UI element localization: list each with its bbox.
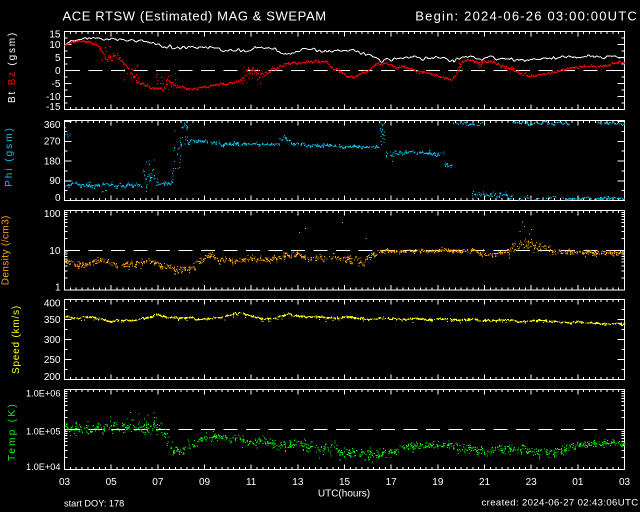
- svg-text:03: 03: [619, 477, 631, 488]
- svg-text:1: 1: [55, 282, 61, 293]
- svg-text:Temp (K): Temp (K): [7, 402, 18, 461]
- svg-text:Phi (gsm): Phi (gsm): [4, 126, 15, 187]
- svg-text:10: 10: [49, 40, 61, 51]
- svg-text:03: 03: [59, 477, 71, 488]
- svg-text:created: 2024-06-27 02:43:06UT: created: 2024-06-27 02:43:06UTC: [482, 498, 639, 509]
- svg-text:15: 15: [339, 477, 351, 488]
- svg-text:-15: -15: [46, 102, 61, 113]
- svg-text:270: 270: [44, 137, 61, 148]
- svg-text:13: 13: [292, 477, 304, 488]
- svg-text:10: 10: [49, 246, 61, 257]
- svg-text:350: 350: [44, 315, 61, 326]
- svg-text:100: 100: [44, 209, 61, 220]
- svg-text:23: 23: [526, 477, 538, 488]
- svg-text:400: 400: [44, 298, 61, 309]
- svg-text:Bt Bz (gsm): Bt Bz (gsm): [7, 31, 18, 103]
- svg-text:180: 180: [44, 156, 61, 167]
- svg-text:1.0E+05: 1.0E+05: [26, 426, 61, 436]
- svg-text:19: 19: [432, 477, 444, 488]
- svg-text:ACE RTSW (Estimated) MAG & SWE: ACE RTSW (Estimated) MAG & SWEPAM: [63, 9, 327, 24]
- svg-text:1.0E+04: 1.0E+04: [26, 462, 61, 472]
- svg-text:-5: -5: [52, 79, 61, 90]
- svg-text:09: 09: [199, 477, 211, 488]
- svg-text:17: 17: [386, 477, 398, 488]
- svg-text:Begin: 2024-06-26 03:00:00UTC: Begin: 2024-06-26 03:00:00UTC: [415, 9, 638, 24]
- svg-text:UTC(hours): UTC(hours): [318, 489, 370, 500]
- svg-text:01: 01: [572, 477, 584, 488]
- svg-text:250: 250: [44, 355, 61, 366]
- svg-text:Speed (km/s): Speed (km/s): [11, 305, 22, 374]
- svg-text:0: 0: [55, 193, 61, 204]
- svg-text:Density (/cm3): Density (/cm3): [1, 215, 12, 285]
- svg-text:21: 21: [479, 477, 491, 488]
- svg-text:15: 15: [49, 30, 61, 41]
- svg-text:300: 300: [44, 335, 61, 346]
- svg-text:5: 5: [55, 53, 61, 64]
- svg-text:-10: -10: [46, 92, 61, 103]
- svg-text:start DOY: 178: start DOY: 178: [64, 499, 124, 509]
- svg-text:05: 05: [106, 477, 118, 488]
- svg-text:11: 11: [246, 477, 257, 488]
- svg-text:07: 07: [152, 477, 164, 488]
- svg-text:1.0E+06: 1.0E+06: [26, 389, 61, 399]
- svg-text:0: 0: [55, 66, 61, 77]
- svg-text:200: 200: [44, 372, 61, 383]
- svg-text:90: 90: [49, 176, 61, 187]
- svg-text:360: 360: [44, 120, 61, 131]
